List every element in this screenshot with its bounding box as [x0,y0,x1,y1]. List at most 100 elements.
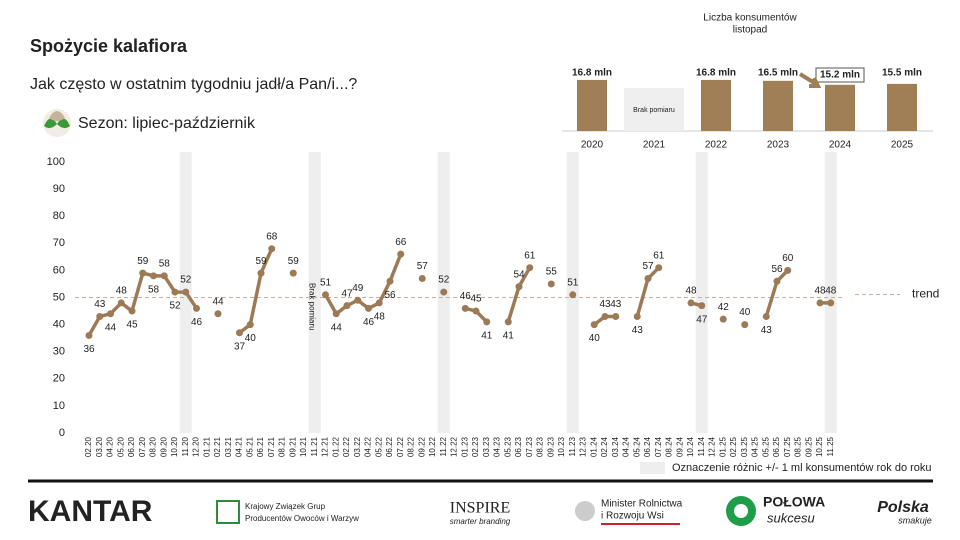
x-tick-label: 05.23 [503,436,512,457]
x-tick-label: 07.24 [654,436,663,457]
point [569,291,577,299]
value-label: 55 [546,267,558,278]
x-tick-label: 01.25 [718,436,727,457]
x-tick-label: 11.24 [697,436,706,456]
x-tick-label: 06.24 [643,436,652,457]
logo-polska: smakuje [898,515,932,525]
y-tick-label: 80 [53,210,65,222]
x-tick-label: 06.20 [127,436,136,457]
y-tick-label: 20 [53,373,65,385]
x-tick-label: 04.20 [106,436,115,457]
value-label: 15.2 mln [820,70,860,81]
value-label: 40 [739,307,751,318]
point [687,299,695,307]
bands [179,152,837,433]
value-label: 42 [718,302,730,313]
value-label: 59 [255,256,267,267]
x-tick-label: 03.24 [611,436,620,457]
x-tick-label: 12.21 [321,436,330,457]
point [440,288,448,296]
logo-polowa: POŁOWA [763,494,825,510]
x-tick-label: 08.21 [278,436,287,457]
logo-kzg: Producentów Owoców i Warzyw [245,514,359,523]
x-tick-label: 02.24 [600,436,609,457]
point [504,318,512,326]
point [96,312,104,320]
logo-polowa [734,504,748,518]
point [332,310,340,318]
point [375,299,383,307]
y-tick-label: 70 [53,237,65,249]
point [698,302,706,310]
y-tick-label: 40 [53,319,65,331]
x-tick-label: 03.20 [95,436,104,457]
y-tick-label: 0 [59,427,65,439]
value-label: 56 [384,290,396,301]
x-tick-label: 06.21 [256,436,265,457]
value-label: 43 [94,299,106,310]
x-tick-label: 07.20 [138,436,147,457]
band [695,152,708,433]
x-tick-label: 12.22 [450,436,459,457]
x-tick-label: 08.23 [536,436,545,457]
x-tick-label: 10.20 [170,436,179,457]
x-tick-label: 08.20 [149,436,158,457]
point [246,321,254,329]
x-tick-label: 02.25 [729,436,738,457]
point [354,296,362,304]
point [719,315,727,323]
value-label: 54 [513,269,525,280]
value-label: 40 [589,333,601,344]
point [644,275,652,283]
point [472,307,480,315]
y-tick-label: 100 [47,156,65,168]
x-tick-label: 07.23 [525,436,534,457]
point [483,318,491,326]
x-tick-label: 11.20 [181,436,190,456]
band [308,152,321,433]
point [655,264,663,272]
x-tick-label: 10.23 [557,436,566,457]
x-tick-label: 02.20 [84,436,93,457]
x-tick-label: 04.22 [364,436,373,457]
value-label: 46 [363,317,375,328]
value-label: 47 [696,314,708,325]
y-tick-label: 30 [53,346,65,358]
bar [763,80,793,131]
inset-x-label: 2020 [581,140,604,151]
value-label: 43 [599,299,611,310]
point [343,302,351,310]
logo-minister: Minister Rolnictwa [601,499,683,510]
point [784,266,792,274]
x-tick-label: 09.21 [288,436,297,457]
value-label: 61 [653,250,665,261]
point [590,321,598,329]
x-tick-label: 04.24 [622,436,631,457]
x-tick-label: 02.21 [213,436,222,457]
x-tick-label: 06.25 [772,436,781,457]
missing-box [624,88,684,131]
subtitle: Jak często w ostatnim tygodniu jadł/a Pa… [30,76,357,93]
bar [701,79,731,131]
x-tick-label: 04.21 [235,436,244,457]
point [386,277,394,285]
point [257,269,265,277]
value-label: 45 [470,294,482,305]
logo-inspire: smarter branding [450,517,511,526]
x-tick-label: 10.21 [299,436,308,457]
value-label: 48 [685,286,697,297]
season: Sezon: lipiec-październik [78,115,256,132]
x-tick-label: 01.24 [589,436,598,457]
value-label: 46 [460,291,472,302]
value-label: 49 [352,283,364,294]
value-label: 51 [567,277,579,288]
x-tick-label: 11.21 [310,436,319,456]
x-tick-label: 02.22 [342,436,351,457]
point [171,288,179,296]
x-tick-label: 07.21 [267,436,276,457]
value-label: 48 [825,286,837,297]
annotation: Brak pomiaru [308,283,317,331]
season-icon [43,109,71,137]
point [601,312,609,320]
